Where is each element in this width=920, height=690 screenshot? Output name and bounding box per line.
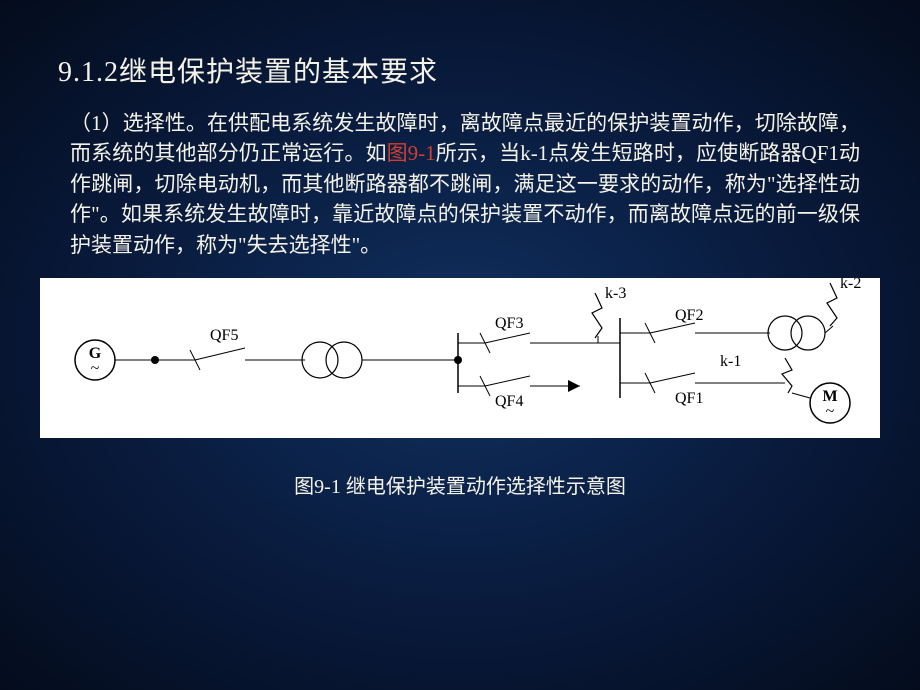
xfmr2-secondary	[791, 316, 825, 350]
qf5-label: QF5	[210, 327, 238, 344]
relay-protection-diagram: G ~ QF5 QF3 QF4 k	[40, 278, 880, 438]
qf4-arrowhead	[568, 380, 580, 392]
slide-title: 9.1.2继电保护装置的基本要求	[0, 0, 920, 90]
qf2-blade	[650, 323, 695, 333]
qf4-label: QF4	[495, 393, 523, 410]
qf2-label: QF2	[675, 307, 703, 324]
xfmr2-primary	[768, 316, 802, 350]
generator-tilde: ~	[91, 360, 100, 377]
xfmr1-secondary	[326, 342, 362, 378]
motor-tilde: ~	[826, 403, 835, 420]
k1-label: k-1	[720, 353, 741, 370]
qf4-blade	[485, 376, 530, 386]
k2-stub	[825, 326, 833, 333]
figure-reference-link: 图9-1	[387, 141, 436, 165]
qf3-blade	[485, 333, 530, 343]
k2-label: k-2	[840, 278, 861, 292]
body-paragraph: （1）选择性。在供配电系统发生故障时，离故障点最近的保护装置动作，切除故障，而系…	[0, 90, 920, 260]
k1-fault-symbol	[782, 358, 792, 393]
k2-fault-symbol	[827, 283, 837, 326]
k3-label: k-3	[605, 285, 626, 302]
k3-fault-symbol	[592, 293, 602, 338]
qf3-label: QF3	[495, 315, 523, 332]
figure-caption: 图9-1 继电保护装置动作选择性示意图	[0, 470, 920, 499]
line-to-motor	[792, 393, 810, 398]
qf5-blade	[195, 348, 245, 360]
xfmr1-primary	[302, 342, 338, 378]
qf1-blade	[650, 373, 695, 383]
qf1-label: QF1	[675, 390, 703, 407]
